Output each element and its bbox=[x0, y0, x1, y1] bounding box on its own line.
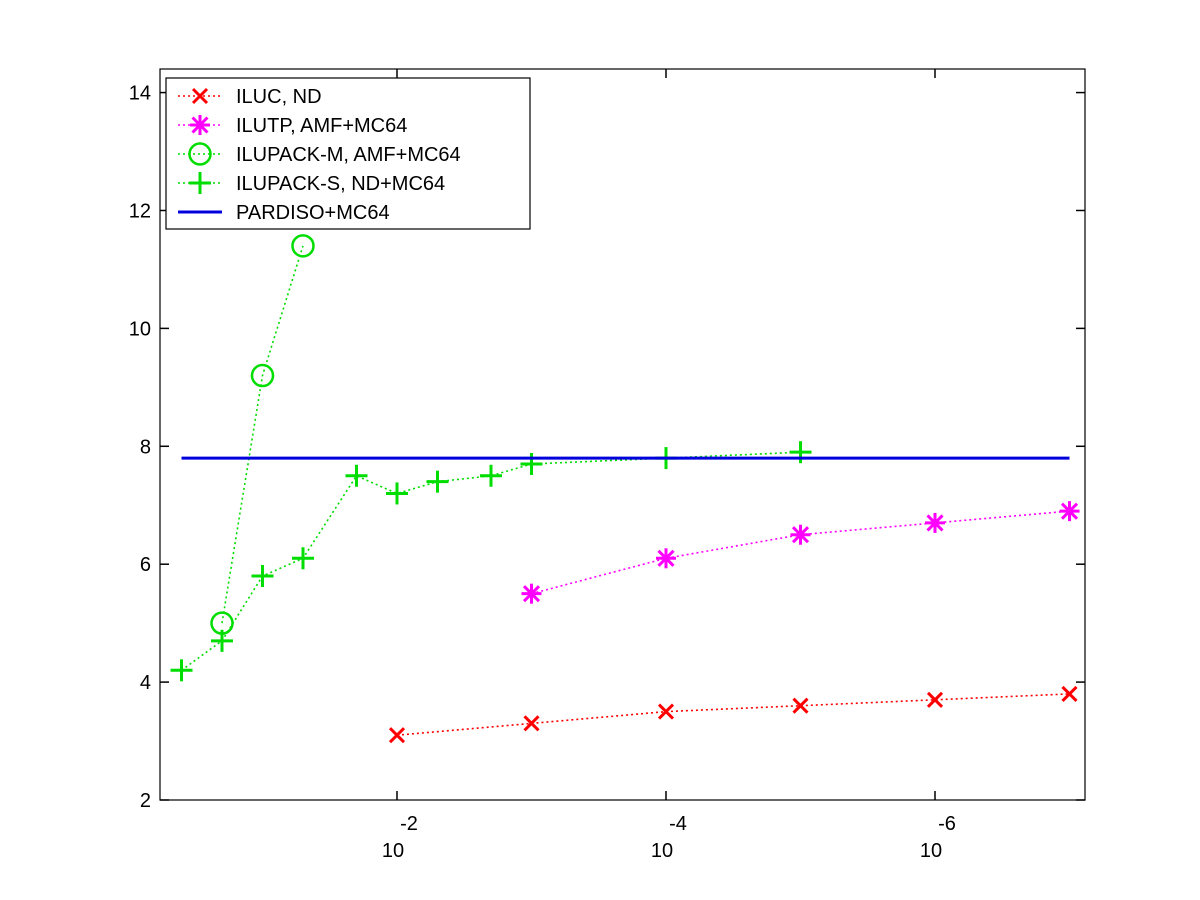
legend-box bbox=[165, 77, 531, 230]
x-tick-label-base: 10 bbox=[382, 840, 404, 862]
legend: ILUC, ND ILUTP, AMF+MC64 ILUPACK-M, AMF+MC… bbox=[165, 77, 531, 230]
legend-label: ILUTP, AMF+MC64 bbox=[236, 115, 407, 137]
data-point bbox=[925, 512, 945, 533]
data-point bbox=[1061, 685, 1078, 702]
series-0 bbox=[388, 685, 1078, 744]
data-marks bbox=[170, 234, 1080, 744]
legend-entry: ILUPACK-M, AMF+MC64 bbox=[178, 142, 461, 166]
marker-stroke bbox=[657, 703, 675, 720]
marker-stroke bbox=[926, 691, 944, 708]
y-tick-label: 12 bbox=[129, 200, 151, 222]
data-point bbox=[926, 691, 944, 708]
data-point bbox=[291, 547, 314, 570]
marker-stroke bbox=[522, 585, 541, 603]
data-point bbox=[656, 548, 676, 569]
data-point bbox=[790, 524, 811, 545]
data-point bbox=[211, 629, 234, 652]
marker-stroke bbox=[250, 363, 275, 388]
marker-stroke bbox=[1060, 502, 1079, 520]
data-point bbox=[250, 363, 275, 388]
series-line bbox=[396, 693, 1070, 736]
axes: 2 4 6 8 10 12 14 10 -2 10 -4 10 -6 bbox=[129, 69, 1085, 862]
marker-stroke bbox=[388, 727, 406, 744]
data-point bbox=[386, 482, 408, 505]
x-tick-label-exponent: -2 bbox=[400, 813, 418, 835]
marker-stroke bbox=[791, 526, 810, 544]
y-tick-label: 10 bbox=[129, 318, 151, 340]
marker-stroke bbox=[792, 697, 809, 714]
legend-marker bbox=[190, 115, 210, 135]
legend-label: ILUPACK-M, AMF+MC64 bbox=[236, 144, 461, 166]
marker-stroke bbox=[1061, 685, 1078, 702]
series-1 bbox=[521, 501, 1080, 604]
y-tick-label: 4 bbox=[140, 672, 151, 694]
x-tick-label-exponent: -6 bbox=[938, 813, 956, 835]
marker-stroke bbox=[188, 142, 212, 166]
data-point bbox=[170, 659, 193, 682]
marker-stroke bbox=[191, 116, 209, 134]
legend-entry: ILUTP, AMF+MC64 bbox=[178, 115, 407, 137]
series-line bbox=[221, 245, 304, 624]
legend-entry: ILUC, ND bbox=[178, 86, 322, 108]
marker-stroke bbox=[657, 549, 675, 567]
x-tick-label-base: 10 bbox=[651, 840, 673, 862]
x-tick-label-exponent: -4 bbox=[669, 813, 687, 835]
legend-entry: ILUPACK-S, ND+MC64 bbox=[178, 172, 445, 195]
legend-marker bbox=[191, 87, 209, 105]
y-tick-label: 6 bbox=[140, 554, 151, 576]
data-point bbox=[480, 464, 503, 487]
data-point bbox=[345, 464, 368, 487]
y-tick-label: 2 bbox=[140, 790, 151, 812]
x-tick-label-base: 10 bbox=[920, 840, 942, 862]
data-point bbox=[388, 727, 406, 744]
legend-entry: PARDISO+MC64 bbox=[178, 202, 390, 224]
marker-stroke bbox=[926, 514, 944, 532]
marker-stroke bbox=[291, 234, 315, 258]
y-tick-label: 8 bbox=[140, 436, 151, 458]
y-tick-label: 14 bbox=[129, 83, 151, 105]
legend-label: PARDISO+MC64 bbox=[236, 202, 390, 224]
legend-label: ILUC, ND bbox=[236, 86, 322, 108]
data-point bbox=[426, 470, 449, 493]
legend-marker bbox=[188, 142, 212, 166]
data-point bbox=[251, 564, 274, 587]
series-line bbox=[181, 451, 801, 671]
marker-stroke bbox=[191, 87, 209, 105]
data-point bbox=[521, 583, 542, 604]
data-point bbox=[291, 234, 315, 258]
marker-stroke bbox=[523, 715, 540, 732]
data-point bbox=[1059, 501, 1080, 522]
data-point bbox=[792, 697, 809, 714]
data-point bbox=[657, 703, 675, 720]
data-point bbox=[523, 715, 540, 732]
legend-label: ILUPACK-S, ND+MC64 bbox=[236, 173, 445, 195]
legend-marker bbox=[189, 172, 211, 194]
